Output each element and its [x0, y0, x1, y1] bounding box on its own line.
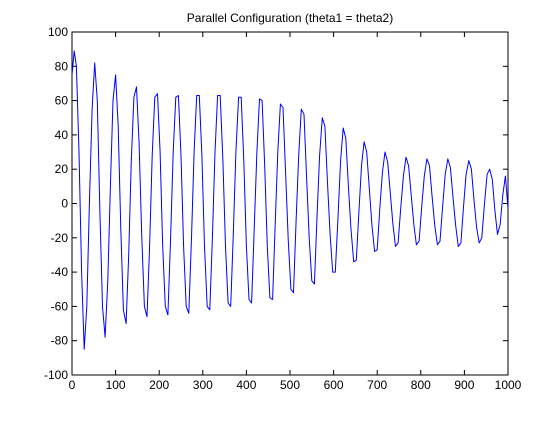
x-tick-label: 400: [236, 378, 256, 392]
x-tick-label: 300: [193, 378, 213, 392]
x-tick-label: 700: [367, 378, 387, 392]
y-tick-label: 60: [55, 94, 69, 108]
plot-frame: [71, 31, 509, 376]
x-tick-label: 200: [149, 378, 169, 392]
chart-title: Parallel Configuration (theta1 = theta2): [187, 11, 393, 25]
x-tick-label: 1000: [495, 378, 522, 392]
y-tick-label: -60: [51, 299, 69, 313]
x-tick-label: 500: [280, 378, 300, 392]
x-tick-label: 800: [411, 378, 431, 392]
y-tick-label: 20: [55, 162, 69, 176]
x-tick-label: 900: [454, 378, 474, 392]
y-tick-label: 0: [61, 197, 68, 211]
y-tick-label: 80: [55, 59, 69, 73]
y-tick-label: 40: [55, 128, 69, 142]
y-tick-label: -40: [51, 265, 69, 279]
series-line: [71, 50, 509, 350]
x-tick-label: 100: [106, 378, 126, 392]
y-tick-label: -20: [51, 231, 69, 245]
x-tick-label: 0: [69, 378, 76, 392]
y-tick-label: -100: [44, 368, 68, 382]
x-tick-label: 600: [324, 378, 344, 392]
y-tick-label: 100: [48, 25, 68, 39]
y-tick-label: -80: [51, 334, 69, 348]
